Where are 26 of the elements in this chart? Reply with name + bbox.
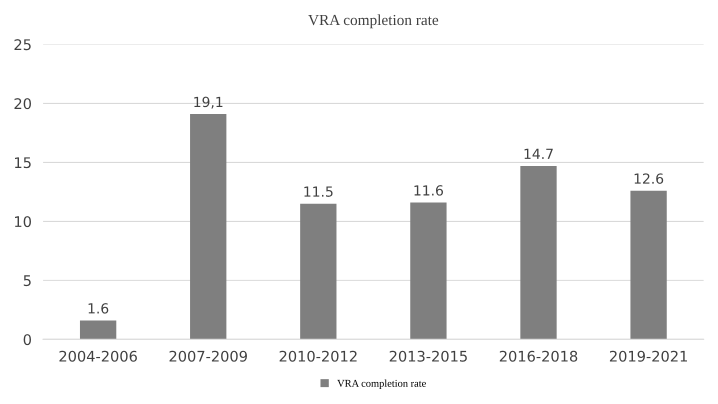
bar bbox=[190, 114, 226, 340]
bar bbox=[630, 190, 667, 340]
bar bbox=[410, 202, 447, 340]
x-tick-label: 2013-2015 bbox=[390, 350, 467, 362]
data-label: 14.7 bbox=[524, 148, 553, 159]
data-label: 11.5 bbox=[304, 186, 333, 197]
data-label: 11.6 bbox=[414, 185, 443, 196]
data-label: 12.6 bbox=[634, 173, 664, 184]
data-label: 1.6 bbox=[88, 303, 108, 314]
chart-title: VRA completion rate bbox=[308, 14, 438, 28]
x-tick-label: 2010-2012 bbox=[280, 350, 357, 362]
y-tick-label: 5 bbox=[24, 275, 31, 286]
x-tick-label: 2019-2021 bbox=[610, 350, 687, 362]
data-label: 19,1 bbox=[194, 96, 222, 109]
legend-label: VRA completion rate bbox=[337, 380, 426, 389]
y-tick-label: 20 bbox=[14, 98, 31, 110]
bar bbox=[300, 204, 336, 340]
y-tick-label: 15 bbox=[15, 157, 31, 168]
x-tick-label: 2007-2009 bbox=[170, 350, 247, 362]
y-tick-label: 25 bbox=[14, 39, 31, 50]
x-tick-label: 2016-2018 bbox=[500, 350, 578, 362]
x-tick-label: 2004-2006 bbox=[59, 350, 137, 362]
bar bbox=[80, 320, 116, 340]
y-tick-label: 10 bbox=[15, 216, 31, 228]
y-tick-label: 0 bbox=[24, 334, 31, 346]
bar bbox=[520, 166, 557, 340]
